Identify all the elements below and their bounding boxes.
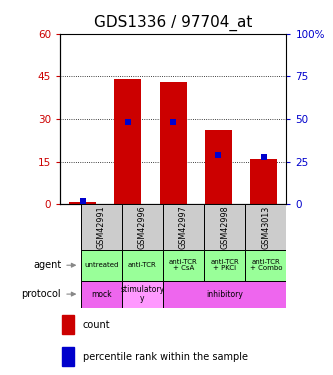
Bar (204, 204, 245, 250)
Bar (163, 250, 204, 280)
Bar (122, 204, 163, 250)
Text: agent: agent (33, 260, 61, 270)
Bar (163, 204, 204, 250)
Point (261, 154, 266, 160)
Text: anti-TCR
+ CsA: anti-TCR + CsA (169, 259, 198, 272)
Bar (163, 280, 286, 308)
Text: GSM43013: GSM43013 (261, 206, 270, 249)
Bar (122, 280, 163, 308)
Title: GDS1336 / 97704_at: GDS1336 / 97704_at (94, 15, 252, 31)
Text: GSM42997: GSM42997 (179, 205, 188, 249)
Text: inhibitory: inhibitory (206, 290, 243, 298)
Point (125, 120, 131, 126)
Bar (81, 280, 122, 308)
Point (170, 120, 176, 126)
Bar (62, 347, 74, 366)
Bar (69, 201, 96, 204)
Bar (205, 130, 232, 204)
Bar (81, 204, 122, 250)
Bar (81, 250, 122, 280)
Text: anti-TCR: anti-TCR (128, 262, 157, 268)
Text: GSM42998: GSM42998 (220, 205, 229, 249)
Text: GSM42991: GSM42991 (97, 205, 106, 249)
Text: untreated: untreated (84, 262, 118, 268)
Point (216, 152, 221, 158)
Bar (114, 79, 142, 204)
Bar (250, 159, 277, 204)
Bar (62, 315, 74, 334)
Bar (204, 250, 245, 280)
Text: anti-TCR
+ PKCi: anti-TCR + PKCi (210, 259, 239, 272)
Bar (122, 250, 163, 280)
Point (80, 198, 85, 204)
Text: stimulatory
y: stimulatory y (120, 285, 165, 303)
Text: percentile rank within the sample: percentile rank within the sample (83, 352, 247, 362)
Bar (160, 82, 187, 204)
Text: count: count (83, 320, 110, 330)
Text: mock: mock (91, 290, 112, 298)
Text: GSM42996: GSM42996 (138, 205, 147, 249)
Text: anti-TCR
+ Combo: anti-TCR + Combo (249, 259, 282, 272)
Text: protocol: protocol (22, 289, 61, 299)
Bar (245, 204, 286, 250)
Bar (245, 250, 286, 280)
